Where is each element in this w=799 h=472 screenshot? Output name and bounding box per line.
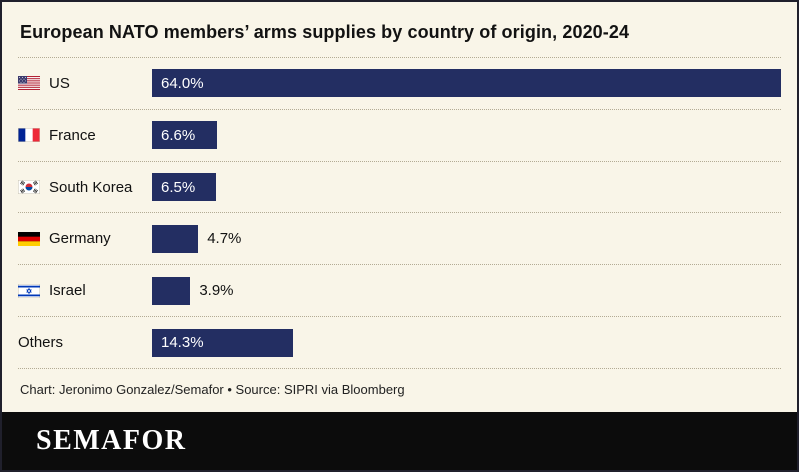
row-label-cell: Germany <box>18 230 152 247</box>
row-label-cell: France <box>18 127 152 144</box>
chart-row-south-korea: South Korea 6.5% <box>18 162 781 214</box>
row-label-cell: Israel <box>18 282 152 299</box>
france-flag-icon <box>18 128 40 143</box>
germany-flag-icon <box>18 231 40 246</box>
israel-flag-icon <box>18 283 40 298</box>
bar-area: 14.3% <box>152 328 781 357</box>
bar-france: 6.6% <box>152 121 217 150</box>
chart-row-france: France 6.6% <box>18 110 781 162</box>
country-label: Germany <box>49 230 111 248</box>
bar-area: 4.7% <box>152 224 781 253</box>
bar-area: 3.9% <box>152 276 781 305</box>
value-label: 6.6% <box>161 126 196 144</box>
bar-us: 64.0% <box>152 69 781 98</box>
country-label: South Korea <box>49 178 133 196</box>
country-label: Others <box>18 334 64 352</box>
bar-area: 6.5% <box>152 173 781 202</box>
chart-row-us: US 64.0% <box>18 58 781 110</box>
chart-title: European NATO members’ arms supplies by … <box>18 12 781 58</box>
row-label-cell: US <box>18 75 152 92</box>
row-label-cell: Others <box>18 334 152 351</box>
bar-area: 64.0% <box>152 69 781 98</box>
bar-germany <box>152 224 199 253</box>
value-label: 4.7% <box>207 230 242 248</box>
semafor-logo: SEMAFOR <box>36 425 187 456</box>
bar-others: 14.3% <box>152 328 293 357</box>
value-label: 6.5% <box>161 178 196 196</box>
bar-chart: US 64.0% <box>18 58 781 369</box>
chart-row-others: Others 14.3% <box>18 317 781 369</box>
value-label: 3.9% <box>199 282 234 300</box>
value-label: 14.3% <box>161 334 204 352</box>
chart-row-israel: Israel 3.9% <box>18 265 781 318</box>
footer-band: SEMAFOR <box>2 412 797 470</box>
source-credit: Chart: Jeronimo Gonzalez/Semafor • Sourc… <box>20 382 405 397</box>
chart-content: European NATO members’ arms supplies by … <box>2 2 797 412</box>
bar-south-korea: 6.5% <box>152 173 216 202</box>
south-korea-flag-icon <box>18 180 40 195</box>
country-label: France <box>49 126 96 144</box>
row-label-cell: South Korea <box>18 179 152 196</box>
country-label: US <box>49 74 70 92</box>
us-flag-icon <box>18 76 40 91</box>
chart-row-germany: Germany 4.7% <box>18 213 781 266</box>
country-label: Israel <box>49 282 86 300</box>
value-label: 64.0% <box>161 74 204 92</box>
bar-israel <box>152 276 191 305</box>
bar-area: 6.6% <box>152 121 781 150</box>
